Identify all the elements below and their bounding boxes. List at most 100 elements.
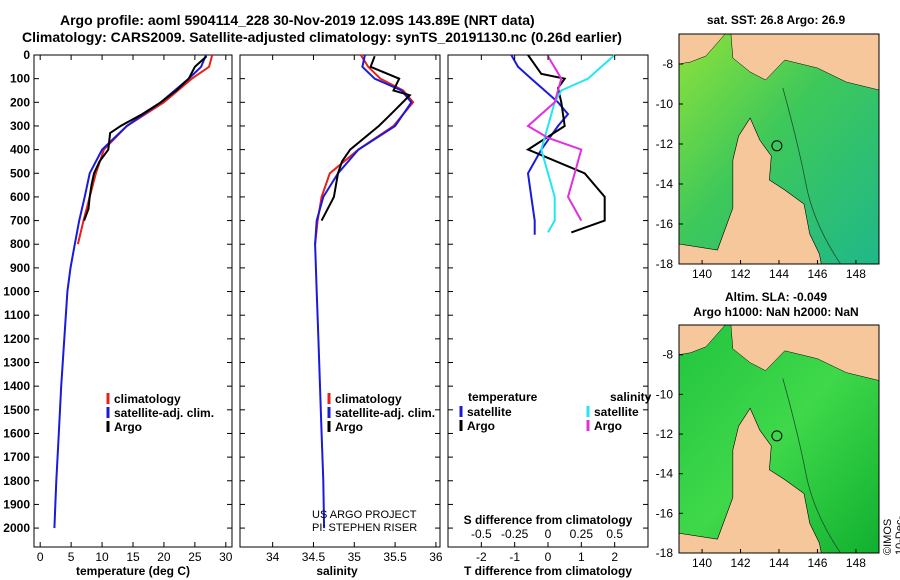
sdiff-x-tick-label: 0.25 [570, 527, 594, 541]
depth-tick-label: 1700 [3, 450, 30, 464]
depth-tick-label: 600 [10, 190, 30, 204]
sla-map-y-tick-label: -10 [656, 387, 674, 401]
sla-map-argo-marker [771, 430, 783, 442]
depth-tick-label: 1400 [3, 379, 30, 393]
sst-map-argo-marker [771, 140, 783, 152]
sla-map-contour [782, 378, 841, 554]
depth-tick-label: 1200 [3, 332, 30, 346]
sst-map-x-tick-label: 142 [731, 267, 751, 281]
sdiff-x-tick-label: 0 [545, 527, 552, 541]
sla-map-y-tick-label: -12 [656, 427, 674, 441]
copyright-watermark: ©IMOS 10-Dec-2019 11:39:42 [882, 515, 900, 555]
chart-title-line1: Argo profile: aoml 5904114_228 30-Nov-20… [60, 12, 535, 28]
depth-tick-label: 1900 [3, 497, 30, 511]
sla-map-land-australia [678, 407, 822, 554]
sla-map-x-tick-label: 140 [692, 556, 712, 570]
temp-x-tick-label: 15 [126, 550, 140, 564]
sla-map-x-tick-label: 142 [731, 556, 751, 570]
tdiff-x-axis-label: T difference from climatology [464, 564, 632, 578]
sdiff-legend-argo-label: Argo [594, 419, 622, 433]
sdiff-x-tick-label: -0.25 [501, 527, 529, 541]
sal-satellite-line [314, 54, 413, 529]
depth-tick-label: 400 [10, 143, 30, 157]
sal-x-tick-label: 35.5 [383, 550, 407, 564]
sla-map-y-tick-label: -18 [656, 546, 674, 560]
sal-legend-satellite-label: satellite-adj. clim. [335, 406, 435, 420]
sal-x-tick-label: 34 [266, 550, 280, 564]
sla-map-x-tick-label: 146 [807, 556, 827, 570]
temp-x-tick-label: 30 [219, 550, 233, 564]
tdiff-x-tick-label: -1 [509, 550, 520, 564]
tdiff-x-tick-label: 1 [578, 550, 585, 564]
sal-climatology-line [314, 54, 415, 245]
depth-tick-label: 1100 [4, 308, 30, 322]
depth-tick-label: 1000 [3, 285, 30, 299]
sdiff-argo-line [526, 55, 583, 222]
sal-argo-line [320, 55, 412, 222]
depth-tick-label: 200 [10, 95, 30, 109]
temp-x-tick-label: 10 [95, 550, 109, 564]
tdiff-argo-line [525, 54, 606, 234]
sst-map-land-australia [678, 117, 822, 265]
sdiff-x-tick-label: -0.5 [471, 527, 492, 541]
depth-tick-label: 1500 [3, 403, 30, 417]
tdiff-legend-satellite-label: satellite [467, 405, 512, 419]
chart-title-line2: Climatology: CARS2009. Satellite-adjuste… [22, 29, 622, 45]
sla-map-y-tick-label: -16 [656, 506, 674, 520]
sla-map-y-tick-label: -8 [662, 348, 673, 362]
sst-map-y-tick-label: -12 [656, 137, 674, 151]
panel-frame-1 [239, 54, 441, 548]
sla-map-x-tick-label: 148 [846, 556, 866, 570]
tdiff-x-tick-label: 2 [611, 550, 618, 564]
depth-tick-label: 300 [10, 119, 30, 133]
sal-x-tick-label: 34.5 [302, 550, 326, 564]
project-credit: US ARGO PROJECT [312, 509, 417, 521]
temp-legend-satellite-label: satellite-adj. clim. [114, 406, 214, 420]
temp-x-tick-label: 25 [188, 550, 202, 564]
tdiff-x-tick-label: 0 [545, 550, 552, 564]
temp-argo-line [83, 55, 208, 221]
depth-tick-label: 1300 [3, 356, 30, 370]
tdiff-legend-header: temperature [468, 390, 538, 404]
temp-x-tick-label: 5 [68, 550, 75, 564]
sst-map-y-tick-label: -18 [656, 257, 674, 271]
depth-tick-label: 900 [10, 261, 30, 275]
depth-tick-label: 1800 [3, 474, 30, 488]
sdiff-x-axis-label: S difference from climatology [464, 513, 633, 527]
tdiff-legend-argo-label: Argo [467, 419, 495, 433]
sla-map-subtitle: Argo h1000: NaN h2000: NaN [693, 305, 858, 319]
temp-legend-argo-label: Argo [114, 420, 142, 434]
pi-credit: PI: STEPHEN RISER [312, 522, 417, 534]
temp-legend-climatology-label: climatology [114, 392, 181, 406]
sal-x-axis-label: salinity [316, 564, 358, 578]
sst-map-title: sat. SST: 26.8 Argo: 26.9 [707, 13, 846, 27]
temp-x-tick-label: 20 [157, 550, 171, 564]
depth-tick-label: 2000 [3, 521, 30, 535]
sal-x-tick-label: 35 [348, 550, 362, 564]
panel-frame-0 [33, 54, 233, 548]
sst-map-x-tick-label: 148 [846, 267, 866, 281]
depth-tick-label: 500 [10, 166, 30, 180]
sal-legend-argo-label: Argo [335, 420, 363, 434]
depth-tick-label: 1600 [3, 426, 30, 440]
sdiff-satellite-line [540, 54, 616, 233]
temp-climatology-line [76, 54, 214, 245]
depth-tick-label: 100 [10, 72, 30, 86]
sst-map-contour [782, 87, 841, 265]
sdiff-x-tick-label: 0.5 [606, 527, 623, 541]
sst-map-y-tick-label: -16 [656, 217, 674, 231]
sal-x-tick-label: 36 [429, 550, 443, 564]
sdiff-legend-satellite-label: satellite [594, 405, 639, 419]
sla-map-x-tick-label: 144 [769, 556, 789, 570]
depth-tick-label: 800 [10, 237, 30, 251]
sst-map-x-tick-label: 144 [769, 267, 789, 281]
temp-satellite-line [53, 54, 207, 529]
sst-map-y-tick-label: -10 [656, 97, 674, 111]
temp-x-tick-label: 0 [37, 550, 44, 564]
sal-legend-climatology-label: climatology [335, 392, 402, 406]
sst-map-y-tick-label: -8 [662, 57, 673, 71]
sla-map-title: Altim. SLA: -0.049 [725, 290, 827, 304]
sla-map-y-tick-label: -14 [656, 467, 674, 481]
depth-tick-label: 0 [23, 48, 30, 62]
